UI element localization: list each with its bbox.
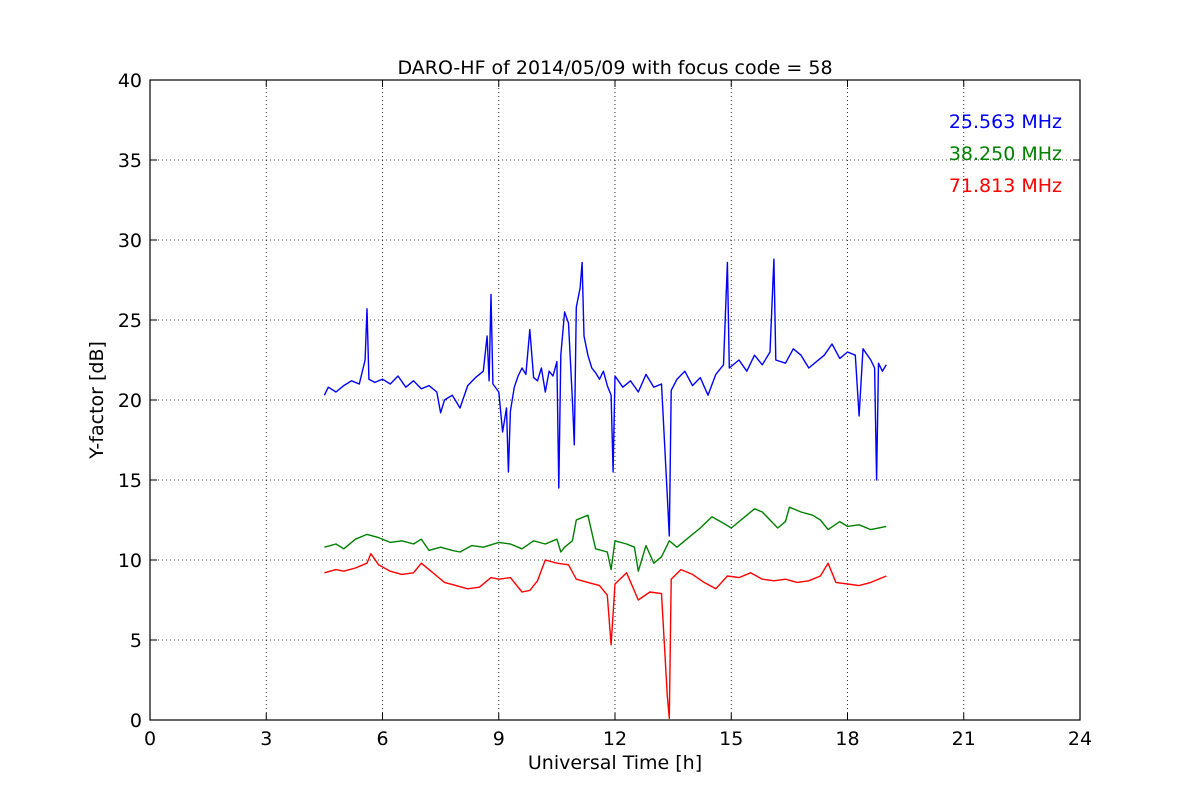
x-tick-label: 12 [603,728,627,750]
x-tick-label: 6 [376,728,388,750]
y-tick-label: 40 [118,70,142,92]
y-tick-label: 25 [118,310,142,332]
chart-title: DARO-HF of 2014/05/09 with focus code = … [397,57,832,79]
x-tick-label: 21 [952,728,976,750]
axis-ticks: 0 3 6 9 12 15 18 21 24 0 5 10 15 20 25 30 35 40 [118,70,1092,750]
y-tick-label: 20 [118,390,142,412]
x-tick-label: 15 [719,728,743,750]
plot-lines [323,258,887,720]
y-tick-label: 30 [118,230,142,252]
x-tick-label: 3 [260,728,272,750]
series-71813-mhz-line [324,552,887,720]
x-tick-label: 9 [493,728,505,750]
y-tick-label: 5 [130,630,142,652]
y-tick-label: 15 [118,470,142,492]
y-tick-label: 0 [130,710,142,732]
x-tick-label: 24 [1068,728,1092,750]
x-tick-label: 18 [835,728,859,750]
x-tick-label: 0 [144,728,156,750]
x-axis-label: Universal Time [h] [528,752,702,774]
y-axis-label: Y-factor [dB] [86,341,108,460]
legend-entry: 25.563 MHz [949,111,1062,133]
series-25563-mhz-line [323,258,887,537]
y-tick-label: 35 [118,150,142,172]
legend-entry: 71.813 MHz [949,175,1062,197]
legend: 25.563 MHz 38.250 MHz 71.813 MHz [949,111,1062,197]
legend-entry: 38.250 MHz [949,143,1062,165]
y-tick-label: 10 [118,550,142,572]
series-38250-mhz-line [324,506,887,572]
